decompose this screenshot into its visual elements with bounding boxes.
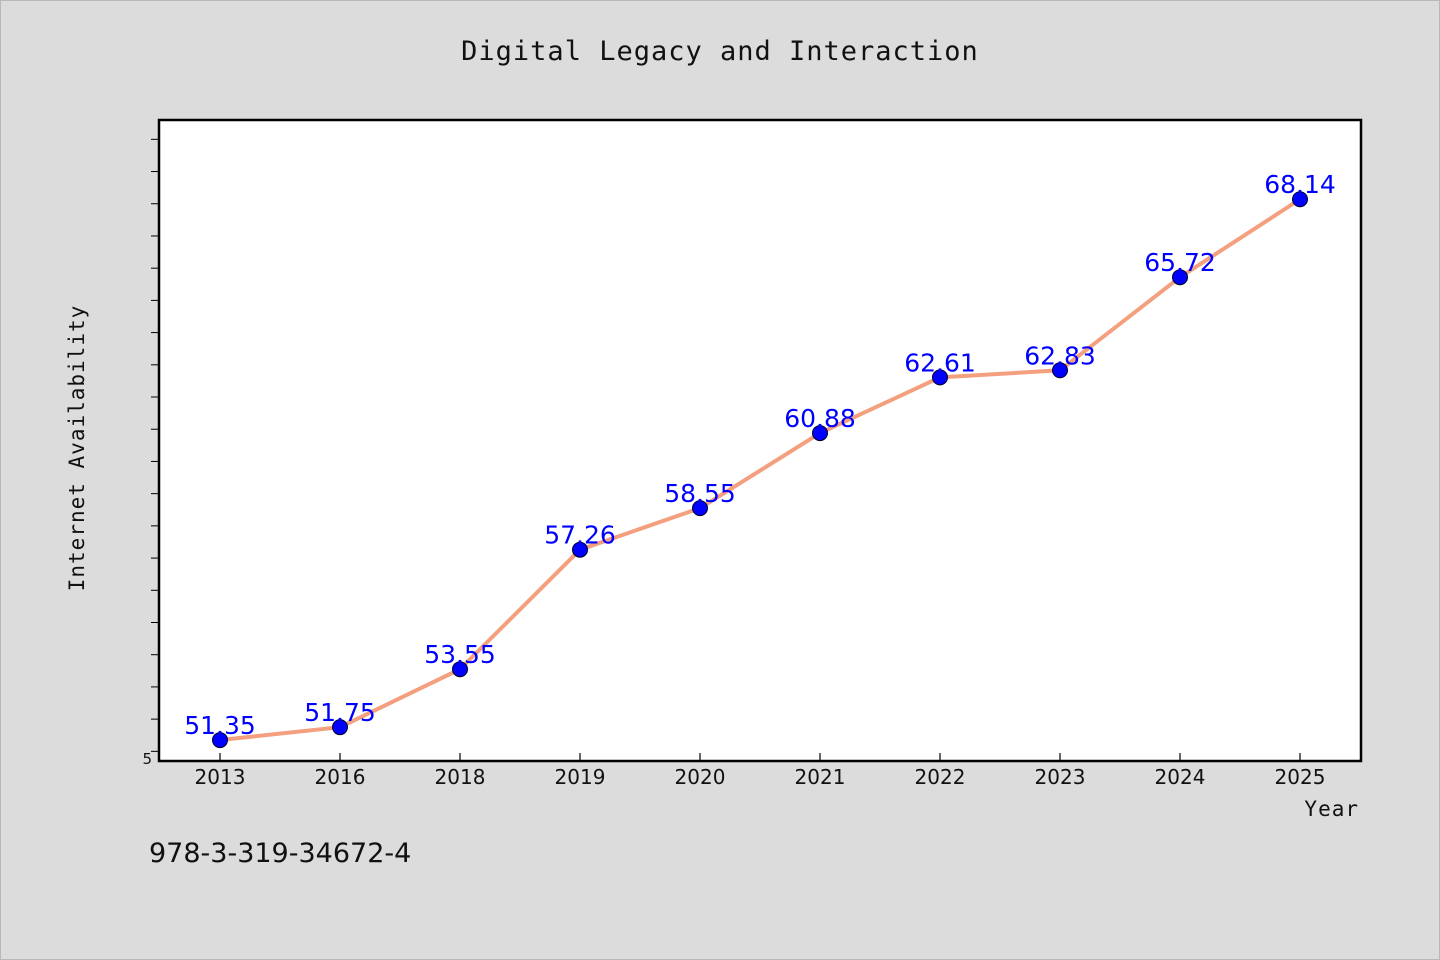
data-point	[932, 369, 948, 386]
x-tick-label: 2025	[1275, 765, 1326, 789]
data-point	[212, 732, 228, 749]
data-label: 68.14	[1264, 170, 1336, 199]
data-point	[812, 425, 828, 442]
data-label: 60.88	[784, 404, 856, 433]
x-tick-label: 2019	[555, 765, 606, 789]
y-axis-label: Internet Availability	[65, 305, 89, 592]
data-label: 53.55	[424, 640, 496, 669]
y-origin-label: 5	[142, 750, 152, 768]
x-tick-label: 2016	[315, 765, 366, 789]
data-point	[452, 661, 468, 678]
data-label: 57.26	[544, 521, 616, 550]
data-label: 62.83	[1024, 341, 1096, 370]
x-tick-label: 2023	[1035, 765, 1086, 789]
x-axis-ticks: 2013 2016 2018 2019 2020 2021 2022 2023 2024 2025	[195, 753, 1326, 789]
data-point	[572, 541, 588, 558]
x-tick-label: 2022	[915, 765, 966, 789]
data-label: 51.35	[184, 711, 256, 740]
series-layer: 51.35 51.75 53.55 57.26 58.55 60.88 62.61 62.83…	[184, 170, 1336, 749]
data-label: 65.72	[1144, 248, 1216, 277]
plot-area	[157, 118, 1363, 763]
series-line	[218, 197, 1302, 743]
data-point	[1052, 362, 1068, 379]
x-tick-label: 2018	[435, 765, 486, 789]
x-tick-label: 2013	[195, 765, 246, 789]
data-label: 58.55	[664, 479, 736, 508]
y-axis-ticks	[151, 138, 159, 752]
data-point	[1172, 269, 1188, 286]
x-axis-label: Year	[1304, 797, 1359, 821]
x-tick-label: 2020	[675, 765, 726, 789]
data-label: 62.61	[904, 348, 976, 377]
footnote: 978-3-319-34672-4	[149, 838, 411, 869]
data-point	[1292, 191, 1308, 208]
data-point	[332, 719, 348, 736]
x-tick-label: 2021	[795, 765, 846, 789]
chart-title: Digital Legacy and Interaction	[461, 36, 979, 67]
data-label: 51.75	[304, 698, 376, 727]
x-tick-label: 2024	[1155, 765, 1206, 789]
data-point	[692, 500, 708, 517]
